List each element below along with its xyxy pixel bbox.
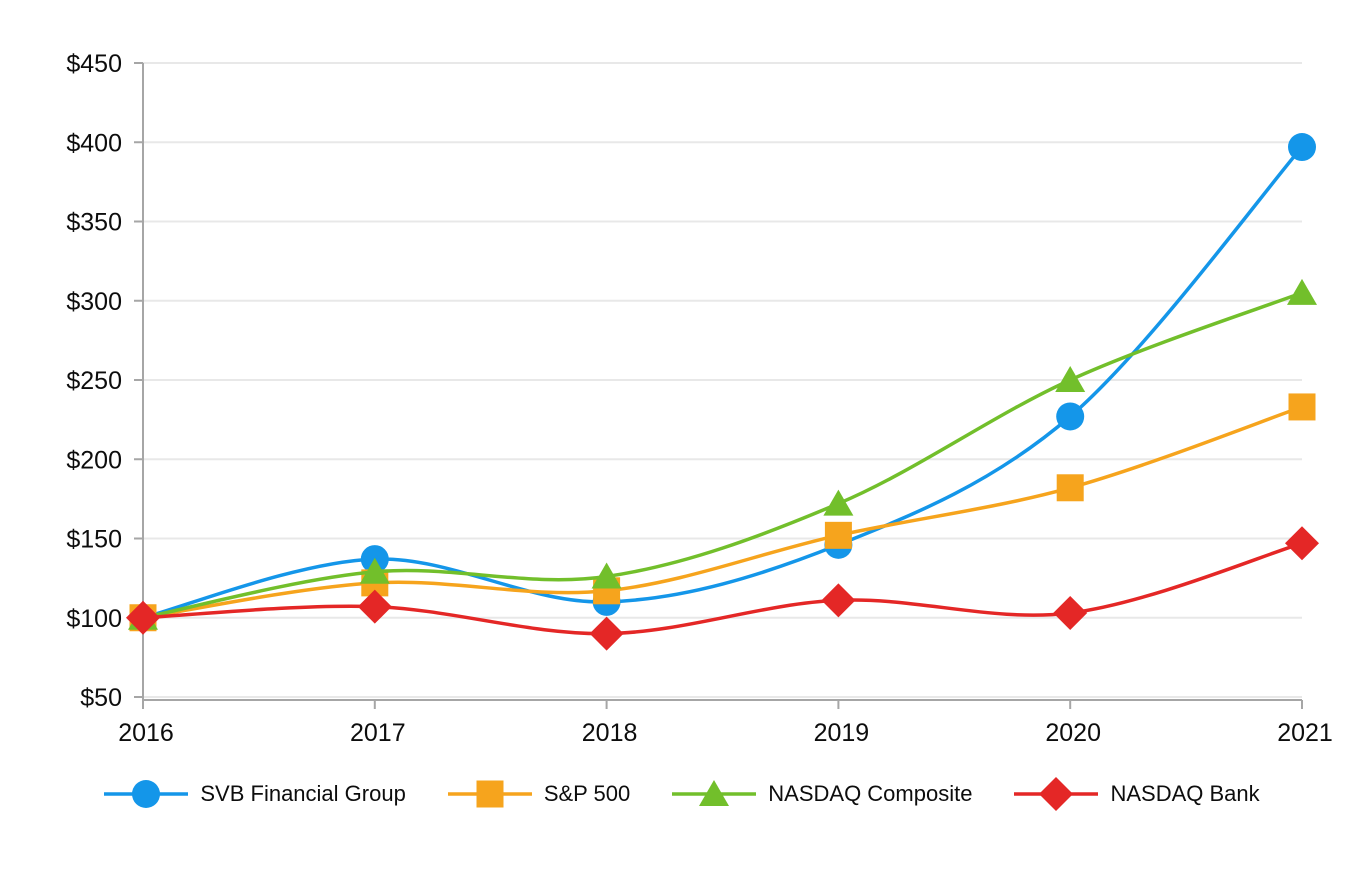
marker-s-p-500-2019 xyxy=(824,521,852,549)
marker-nasdaq-bank-2019 xyxy=(821,583,856,618)
series-nasdaq-composite xyxy=(128,278,1317,630)
line-svb-financial-group xyxy=(141,145,1304,620)
marker-nasdaq-bank-2017 xyxy=(357,589,392,624)
marker-svb-financial-group-2020 xyxy=(1056,402,1085,431)
legend-item-s-p-500: S&P 500 xyxy=(447,776,631,812)
x-axis-tick-label: 2017 xyxy=(350,719,406,747)
marker-svb-financial-group-2021 xyxy=(1288,133,1316,162)
legend-item-svb-financial-group: SVB Financial Group xyxy=(104,776,406,812)
marker-nasdaq-composite-2019 xyxy=(823,489,854,516)
square-marker xyxy=(476,780,504,808)
y-axis-tick-label: $150 xyxy=(66,526,122,554)
y-axis-tick-label: $400 xyxy=(66,129,122,157)
line-nasdaq-composite xyxy=(141,291,1304,620)
marker-nasdaq-composite-2020 xyxy=(1055,366,1086,392)
series-svb-financial-group xyxy=(129,133,1316,632)
legend-label: SVB Financial Group xyxy=(200,781,406,806)
marker-s-p-500-2020 xyxy=(1056,474,1084,502)
legend-item-nasdaq-bank: NASDAQ Bank xyxy=(1014,776,1260,812)
circle-marker xyxy=(132,780,161,808)
marker-nasdaq-bank-2018 xyxy=(589,616,624,651)
diamond-legend-icon xyxy=(1014,777,1099,811)
legend-label: NASDAQ Bank xyxy=(1110,781,1260,806)
y-axis-tick-label: $300 xyxy=(66,288,122,316)
axes xyxy=(134,62,1303,709)
legend-item-nasdaq-composite: NASDAQ Composite xyxy=(672,776,972,812)
marker-nasdaq-composite-2021 xyxy=(1287,278,1317,305)
y-axis-tick-label: $250 xyxy=(66,367,122,395)
circle-legend-icon xyxy=(104,780,189,808)
series-nasdaq-bank xyxy=(126,526,1319,651)
line-nasdaq-bank xyxy=(141,541,1304,636)
x-axis-tick-label: 2016 xyxy=(118,719,174,747)
marker-nasdaq-composite-2017 xyxy=(359,557,390,584)
series-s-p-500 xyxy=(129,393,1316,632)
y-axis-tick-label: $450 xyxy=(66,50,122,78)
gridlines xyxy=(143,62,1302,698)
axis-labels: $50 $100 $150 $200 $250 $300 $350 $400 $450 2016 2… xyxy=(66,50,1332,747)
square-legend-icon xyxy=(447,780,532,808)
legend-label: S&P 500 xyxy=(543,781,631,806)
y-axis-tick-label: $100 xyxy=(66,605,122,633)
marker-nasdaq-composite-2018 xyxy=(591,562,622,589)
marker-s-p-500-2021 xyxy=(1288,393,1316,421)
y-axis-tick-label: $350 xyxy=(66,209,122,237)
chart-legend: SVB Financial Group S&P 500 NASDAQ Composi… xyxy=(0,776,1364,812)
x-axis-tick-label: 2018 xyxy=(582,719,638,747)
triangle-marker xyxy=(699,780,730,806)
x-axis-tick-label: 2019 xyxy=(814,719,870,747)
x-axis-tick-label: 2020 xyxy=(1045,719,1101,747)
triangle-legend-icon xyxy=(672,780,757,806)
line-s-p-500 xyxy=(141,405,1304,620)
y-axis-tick-label: $200 xyxy=(66,446,122,474)
legend-label: NASDAQ Composite xyxy=(768,781,973,806)
y-axis-tick-label: $50 xyxy=(80,684,122,712)
marker-nasdaq-bank-2020 xyxy=(1053,595,1088,630)
marker-nasdaq-bank-2016 xyxy=(126,600,160,635)
x-axis-tick-label: 2021 xyxy=(1277,719,1333,747)
marker-nasdaq-bank-2021 xyxy=(1285,526,1319,561)
diamond-marker xyxy=(1039,777,1074,811)
